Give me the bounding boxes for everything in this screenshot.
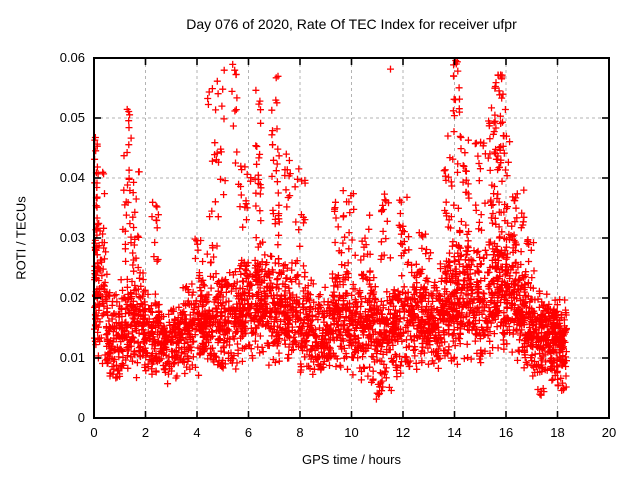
x-tick-label: 20: [602, 425, 616, 440]
y-tick-label: 0: [78, 410, 85, 425]
x-tick-label: 8: [296, 425, 303, 440]
x-axis-label: GPS time / hours: [302, 452, 401, 467]
data-points-series: [91, 57, 570, 403]
x-tick-label: 18: [550, 425, 564, 440]
y-tick-label: 0.02: [60, 290, 85, 305]
x-tick-label: 4: [193, 425, 200, 440]
x-tick-label: 6: [245, 425, 252, 440]
x-tick-label: 0: [90, 425, 97, 440]
y-tick-label: 0.03: [60, 230, 85, 245]
x-tick-label: 14: [447, 425, 461, 440]
x-tick-label: 16: [499, 425, 513, 440]
axis-ticks: [93, 57, 610, 419]
chart-title: Day 076 of 2020, Rate Of TEC Index for r…: [186, 16, 517, 32]
x-tick-label: 12: [396, 425, 410, 440]
x-tick-label: 10: [344, 425, 358, 440]
y-tick-labels: 0 0.01 0.02 0.03 0.04 0.05 0.06: [60, 50, 85, 425]
y-tick-label: 0.05: [60, 110, 85, 125]
y-tick-label: 0.06: [60, 50, 85, 65]
y-tick-label: 0.01: [60, 350, 85, 365]
y-tick-label: 0.04: [60, 170, 85, 185]
x-tick-labels: 0 2 4 6 8 10 12 14 16 18 20: [90, 425, 616, 440]
x-tick-label: 2: [142, 425, 149, 440]
